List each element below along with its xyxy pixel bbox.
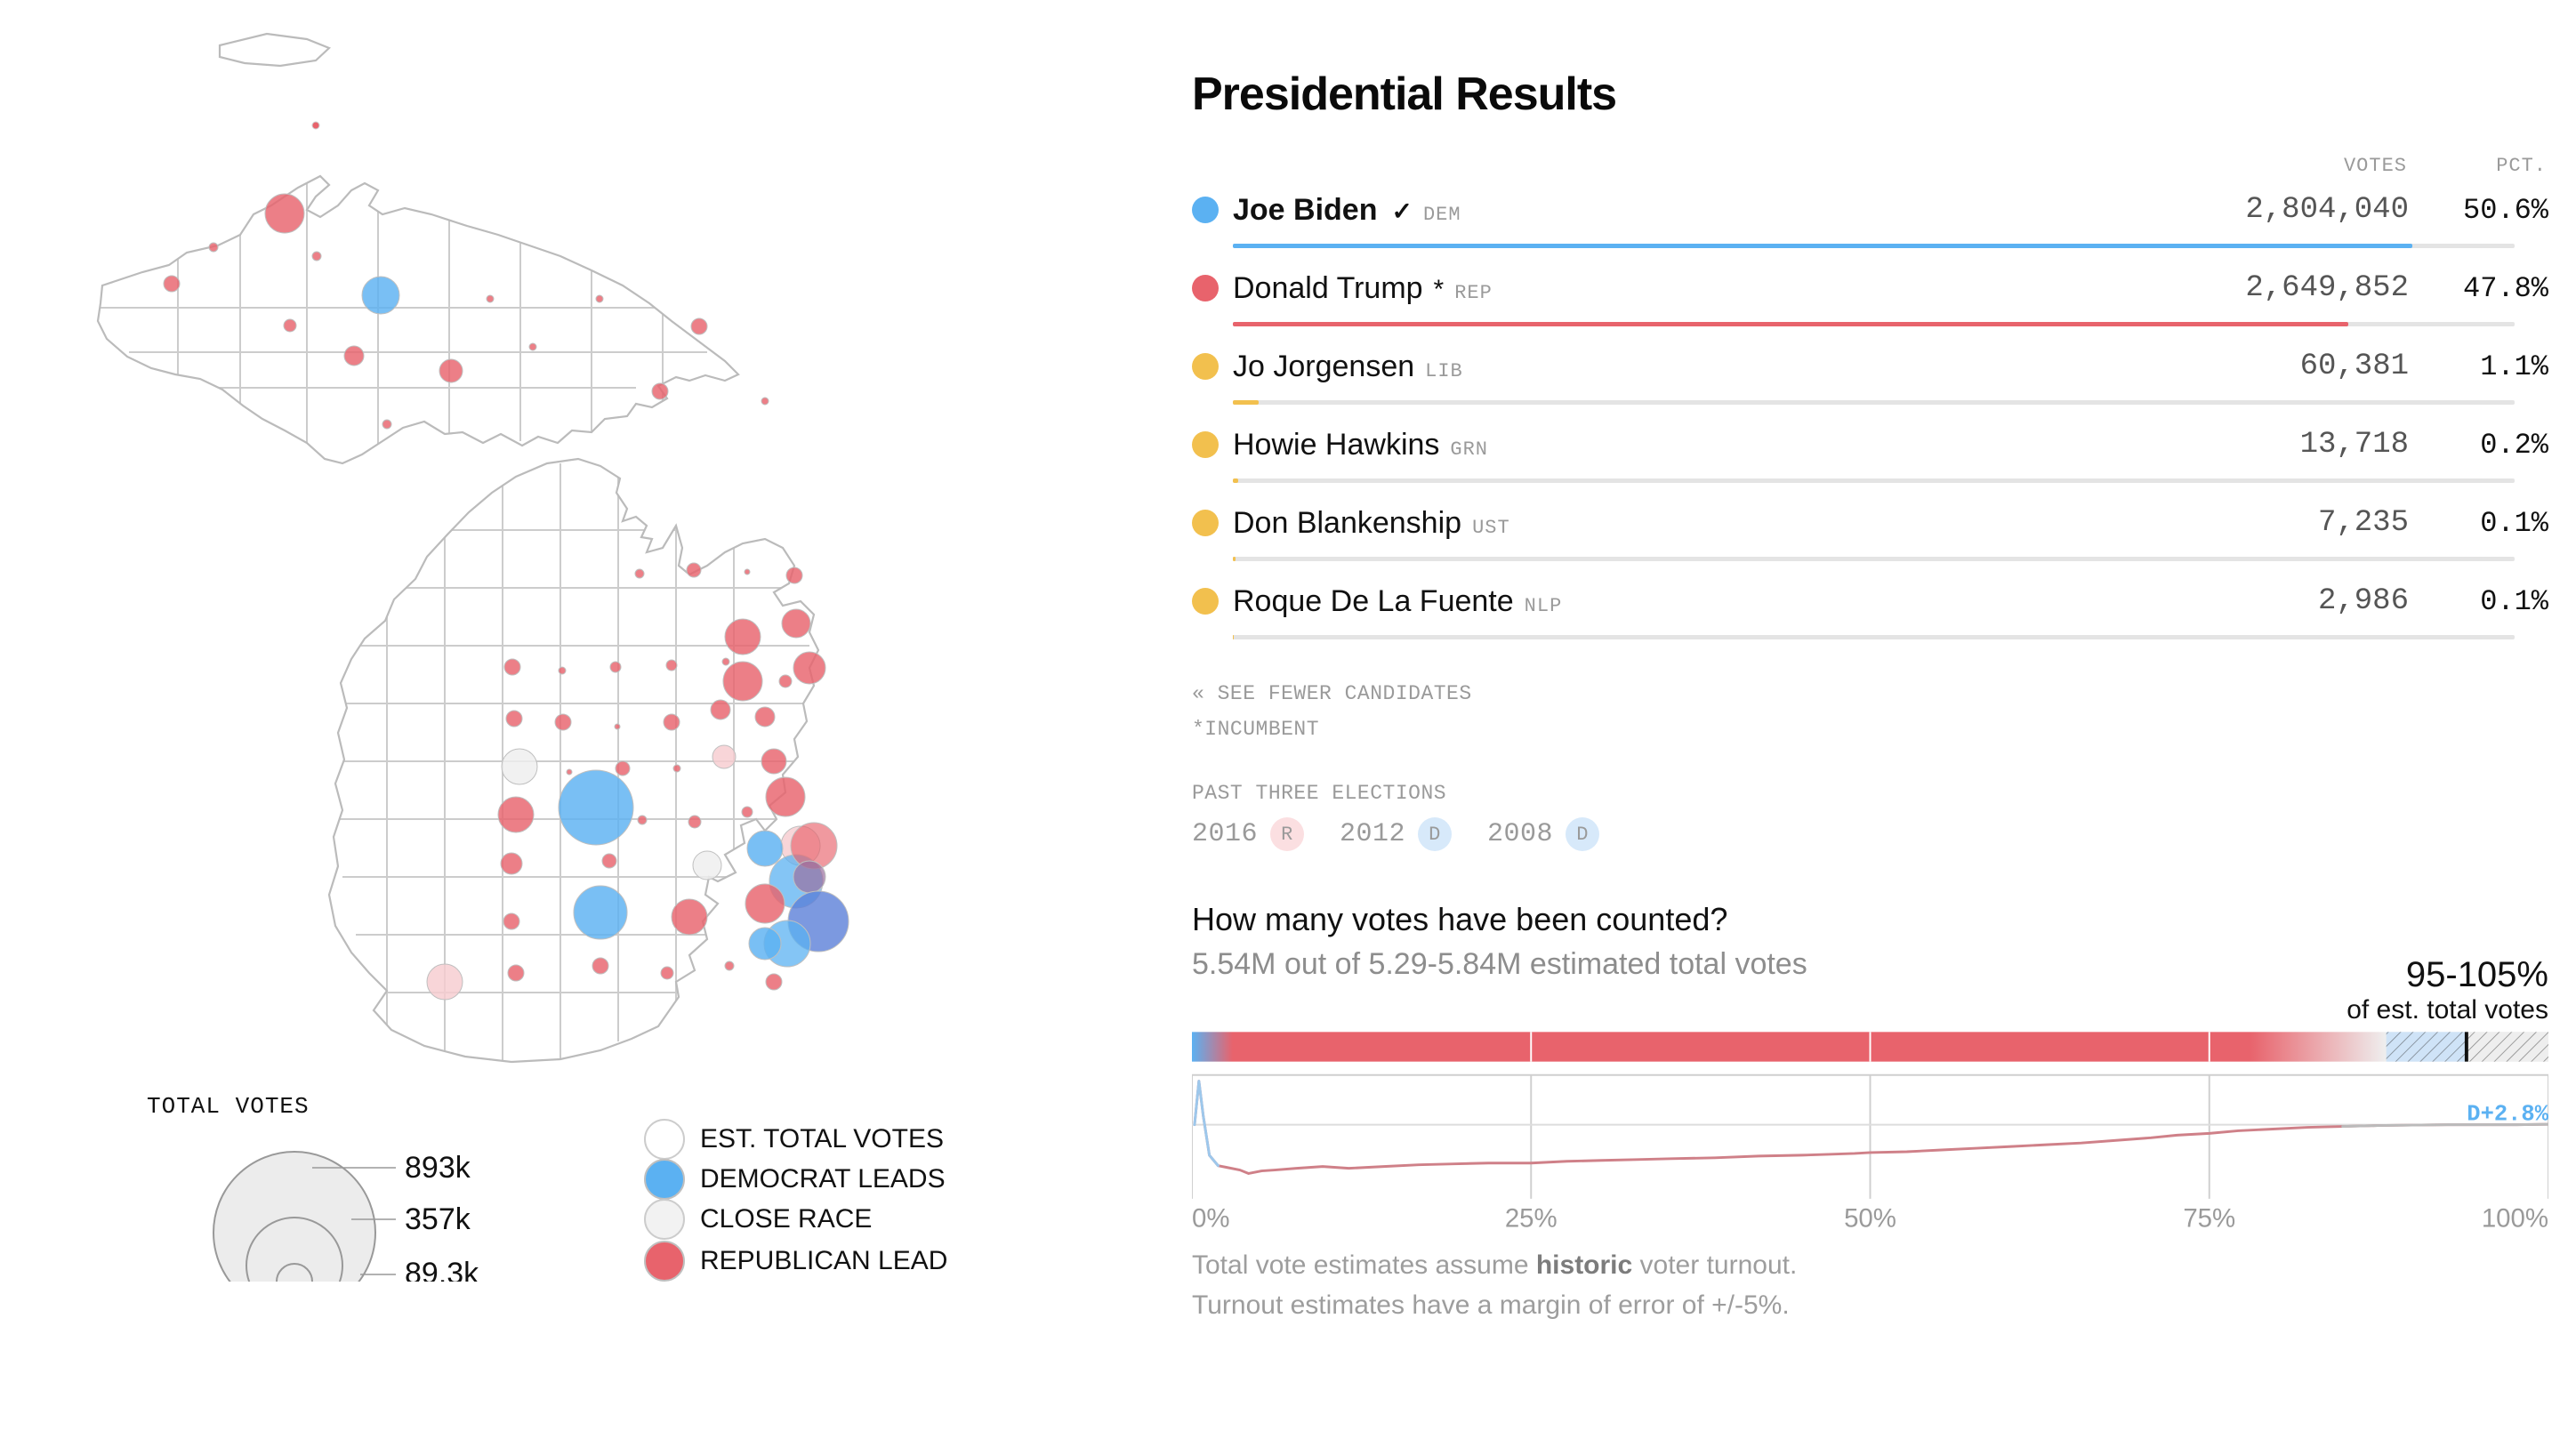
svg-text:DEMOCRAT LEADS: DEMOCRAT LEADS — [700, 1164, 946, 1194]
svg-text:357k: 357k — [405, 1202, 471, 1236]
svg-text:893k: 893k — [405, 1151, 471, 1185]
svg-text:50%: 50% — [1844, 1203, 1896, 1233]
svg-text:D+2.8%: D+2.8% — [2467, 1102, 2548, 1128]
svg-text:89.3k: 89.3k — [405, 1257, 479, 1282]
svg-text:CLOSE RACE: CLOSE RACE — [700, 1204, 872, 1234]
svg-text:EST. TOTAL VOTES: EST. TOTAL VOTES — [700, 1124, 944, 1154]
svg-text:REPUBLICAN LEADS: REPUBLICAN LEADS — [700, 1246, 947, 1275]
svg-text:25%: 25% — [1505, 1203, 1558, 1233]
svg-text:75%: 75% — [2183, 1203, 2235, 1233]
svg-text:0%: 0% — [1192, 1203, 1229, 1233]
svg-text:TOTAL VOTES: TOTAL VOTES — [147, 1093, 310, 1120]
svg-text:100%: 100% — [2482, 1203, 2548, 1233]
